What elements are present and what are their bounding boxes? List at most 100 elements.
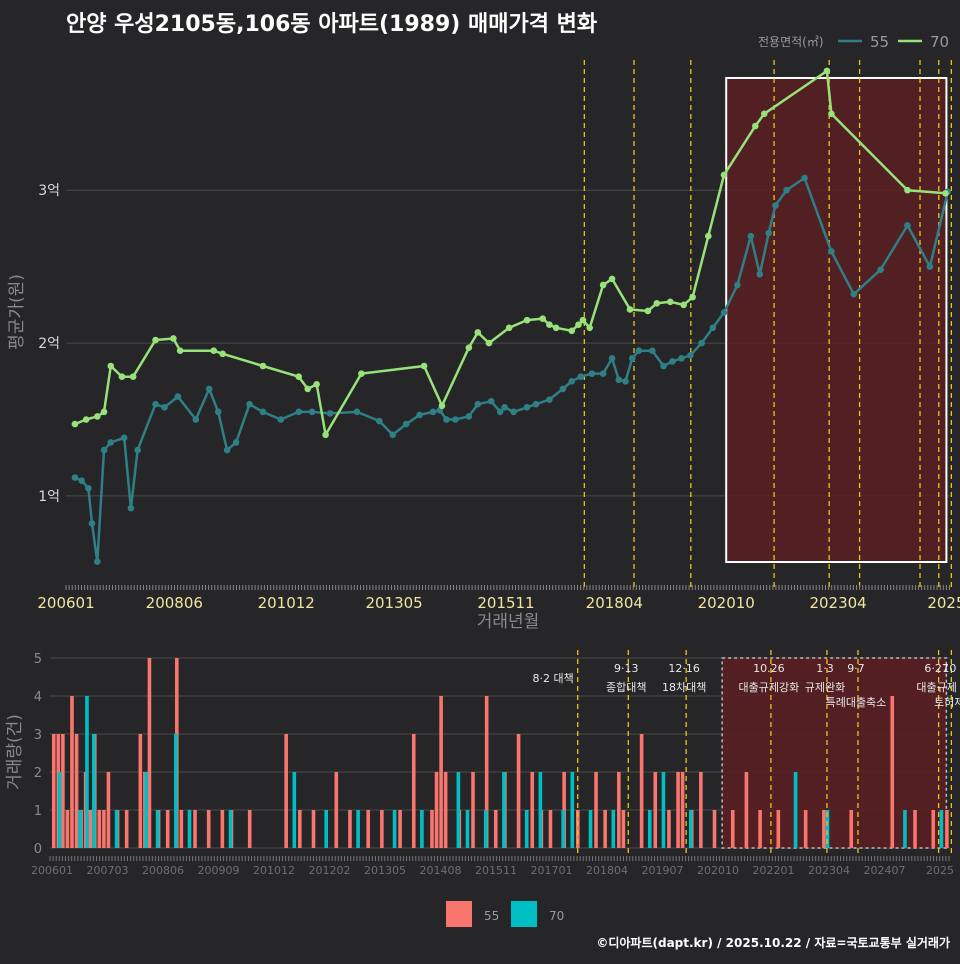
series-55-point: [376, 417, 383, 425]
bar-70: [502, 772, 506, 848]
series-70-point: [539, 315, 546, 322]
bar-x-tick-label: 200909: [198, 864, 240, 877]
bar-70: [78, 810, 82, 848]
series-55-point: [474, 400, 482, 408]
bar-55: [712, 810, 717, 848]
series-55-point: [501, 403, 508, 411]
series-70-point: [152, 336, 159, 344]
bar-legend-label-55: 55: [484, 909, 499, 923]
series-70-point: [176, 347, 184, 355]
bar-55: [61, 734, 65, 848]
series-55-point: [532, 400, 540, 408]
bar-70: [85, 696, 89, 848]
bar-y-axis-title: 거래량(건): [5, 714, 25, 790]
series-55-point: [608, 355, 616, 362]
x-axis-title: 거래년월: [477, 612, 540, 632]
bar-55: [653, 772, 658, 848]
series-55-point: [678, 355, 685, 362]
bar-55: [913, 810, 917, 848]
series-70-point: [259, 362, 267, 370]
bar-55: [680, 772, 685, 848]
series-55-point: [709, 324, 717, 332]
bar-70: [324, 810, 329, 848]
series-55-point: [510, 408, 517, 416]
bar-70: [538, 772, 543, 848]
bar-55: [849, 810, 854, 848]
series-55-point: [660, 362, 667, 370]
series-70-point: [751, 122, 759, 130]
bar-55: [776, 810, 781, 848]
bar-70: [155, 810, 160, 848]
policy-name-label: 특례대출축소: [826, 696, 887, 709]
bar-55: [70, 696, 74, 848]
bar-70: [570, 772, 575, 848]
bar-55: [411, 734, 416, 848]
series-70-point: [107, 362, 115, 370]
bar-y-tick-label: 0: [34, 842, 42, 857]
x-tick-label: 201012: [258, 594, 315, 612]
bar-70: [465, 810, 470, 848]
series-70-point: [720, 171, 728, 179]
policy-name-label: 종합대책: [606, 681, 646, 694]
bar-x-tick-label: 201305: [364, 864, 406, 877]
series-55-point: [416, 411, 423, 419]
series-70-point: [904, 186, 911, 194]
bar-55: [667, 810, 671, 848]
series-55-point: [246, 400, 253, 408]
series-55-point: [850, 290, 858, 298]
bar-y-tick-label: 1: [34, 804, 42, 819]
bar-70: [174, 734, 178, 848]
series-55-point: [295, 408, 303, 416]
series-55-point: [94, 558, 101, 565]
series-55-point: [801, 174, 808, 182]
series-55-point: [443, 416, 450, 423]
bar-55: [179, 810, 184, 848]
bar-55: [97, 810, 102, 848]
bar-55: [744, 772, 749, 848]
bar-55: [493, 810, 498, 848]
series-55-point: [783, 186, 790, 194]
series-55-point: [100, 446, 108, 454]
policy-name-label: 18차대책: [662, 681, 706, 694]
series-70-point: [100, 408, 108, 416]
bar-70: [793, 772, 798, 848]
series-55-point: [192, 416, 200, 423]
series-70-point: [94, 413, 101, 420]
series-55-point: [568, 377, 576, 385]
bar-55: [676, 772, 680, 848]
bar-55: [124, 810, 129, 848]
series-55-point: [588, 370, 596, 377]
bar-70: [524, 810, 529, 848]
bar-55: [617, 772, 621, 848]
series-70-point: [568, 327, 576, 335]
bar-y-tick-label: 3: [34, 728, 42, 743]
bar-55: [206, 810, 211, 848]
bar-70: [356, 810, 360, 848]
series-55-point: [205, 385, 213, 393]
bar-x-tick-label: 200703: [87, 864, 129, 877]
bar-55: [88, 810, 93, 848]
x-tick-label: 200601: [37, 594, 94, 612]
series-70-point: [626, 306, 634, 313]
series-70-point: [474, 329, 482, 336]
series-70-point: [465, 344, 473, 351]
series-55-point: [599, 370, 607, 377]
bar-55: [931, 810, 936, 848]
bar-55: [334, 772, 339, 848]
series-55-point: [429, 408, 437, 416]
bar-55: [220, 810, 225, 848]
series-55-point: [772, 202, 779, 209]
bar-x-tick-label: 201907: [642, 864, 684, 877]
series-55-point: [926, 263, 934, 270]
bar-x-tick-label: 201202: [309, 864, 351, 877]
bar-55: [311, 810, 316, 848]
x-tick-label: 201804: [586, 594, 643, 612]
page-title: 안양 우성2105동,106동 아파트(1989) 매매가격 변화: [66, 12, 598, 37]
series-55-point: [635, 347, 643, 355]
series-55-point: [402, 420, 410, 428]
bar-55: [621, 810, 626, 848]
series-55-point: [71, 474, 79, 481]
series-55-point: [174, 393, 182, 400]
bar-legend-swatch-55: [446, 901, 472, 927]
y-tick-label: 1억: [38, 489, 60, 505]
